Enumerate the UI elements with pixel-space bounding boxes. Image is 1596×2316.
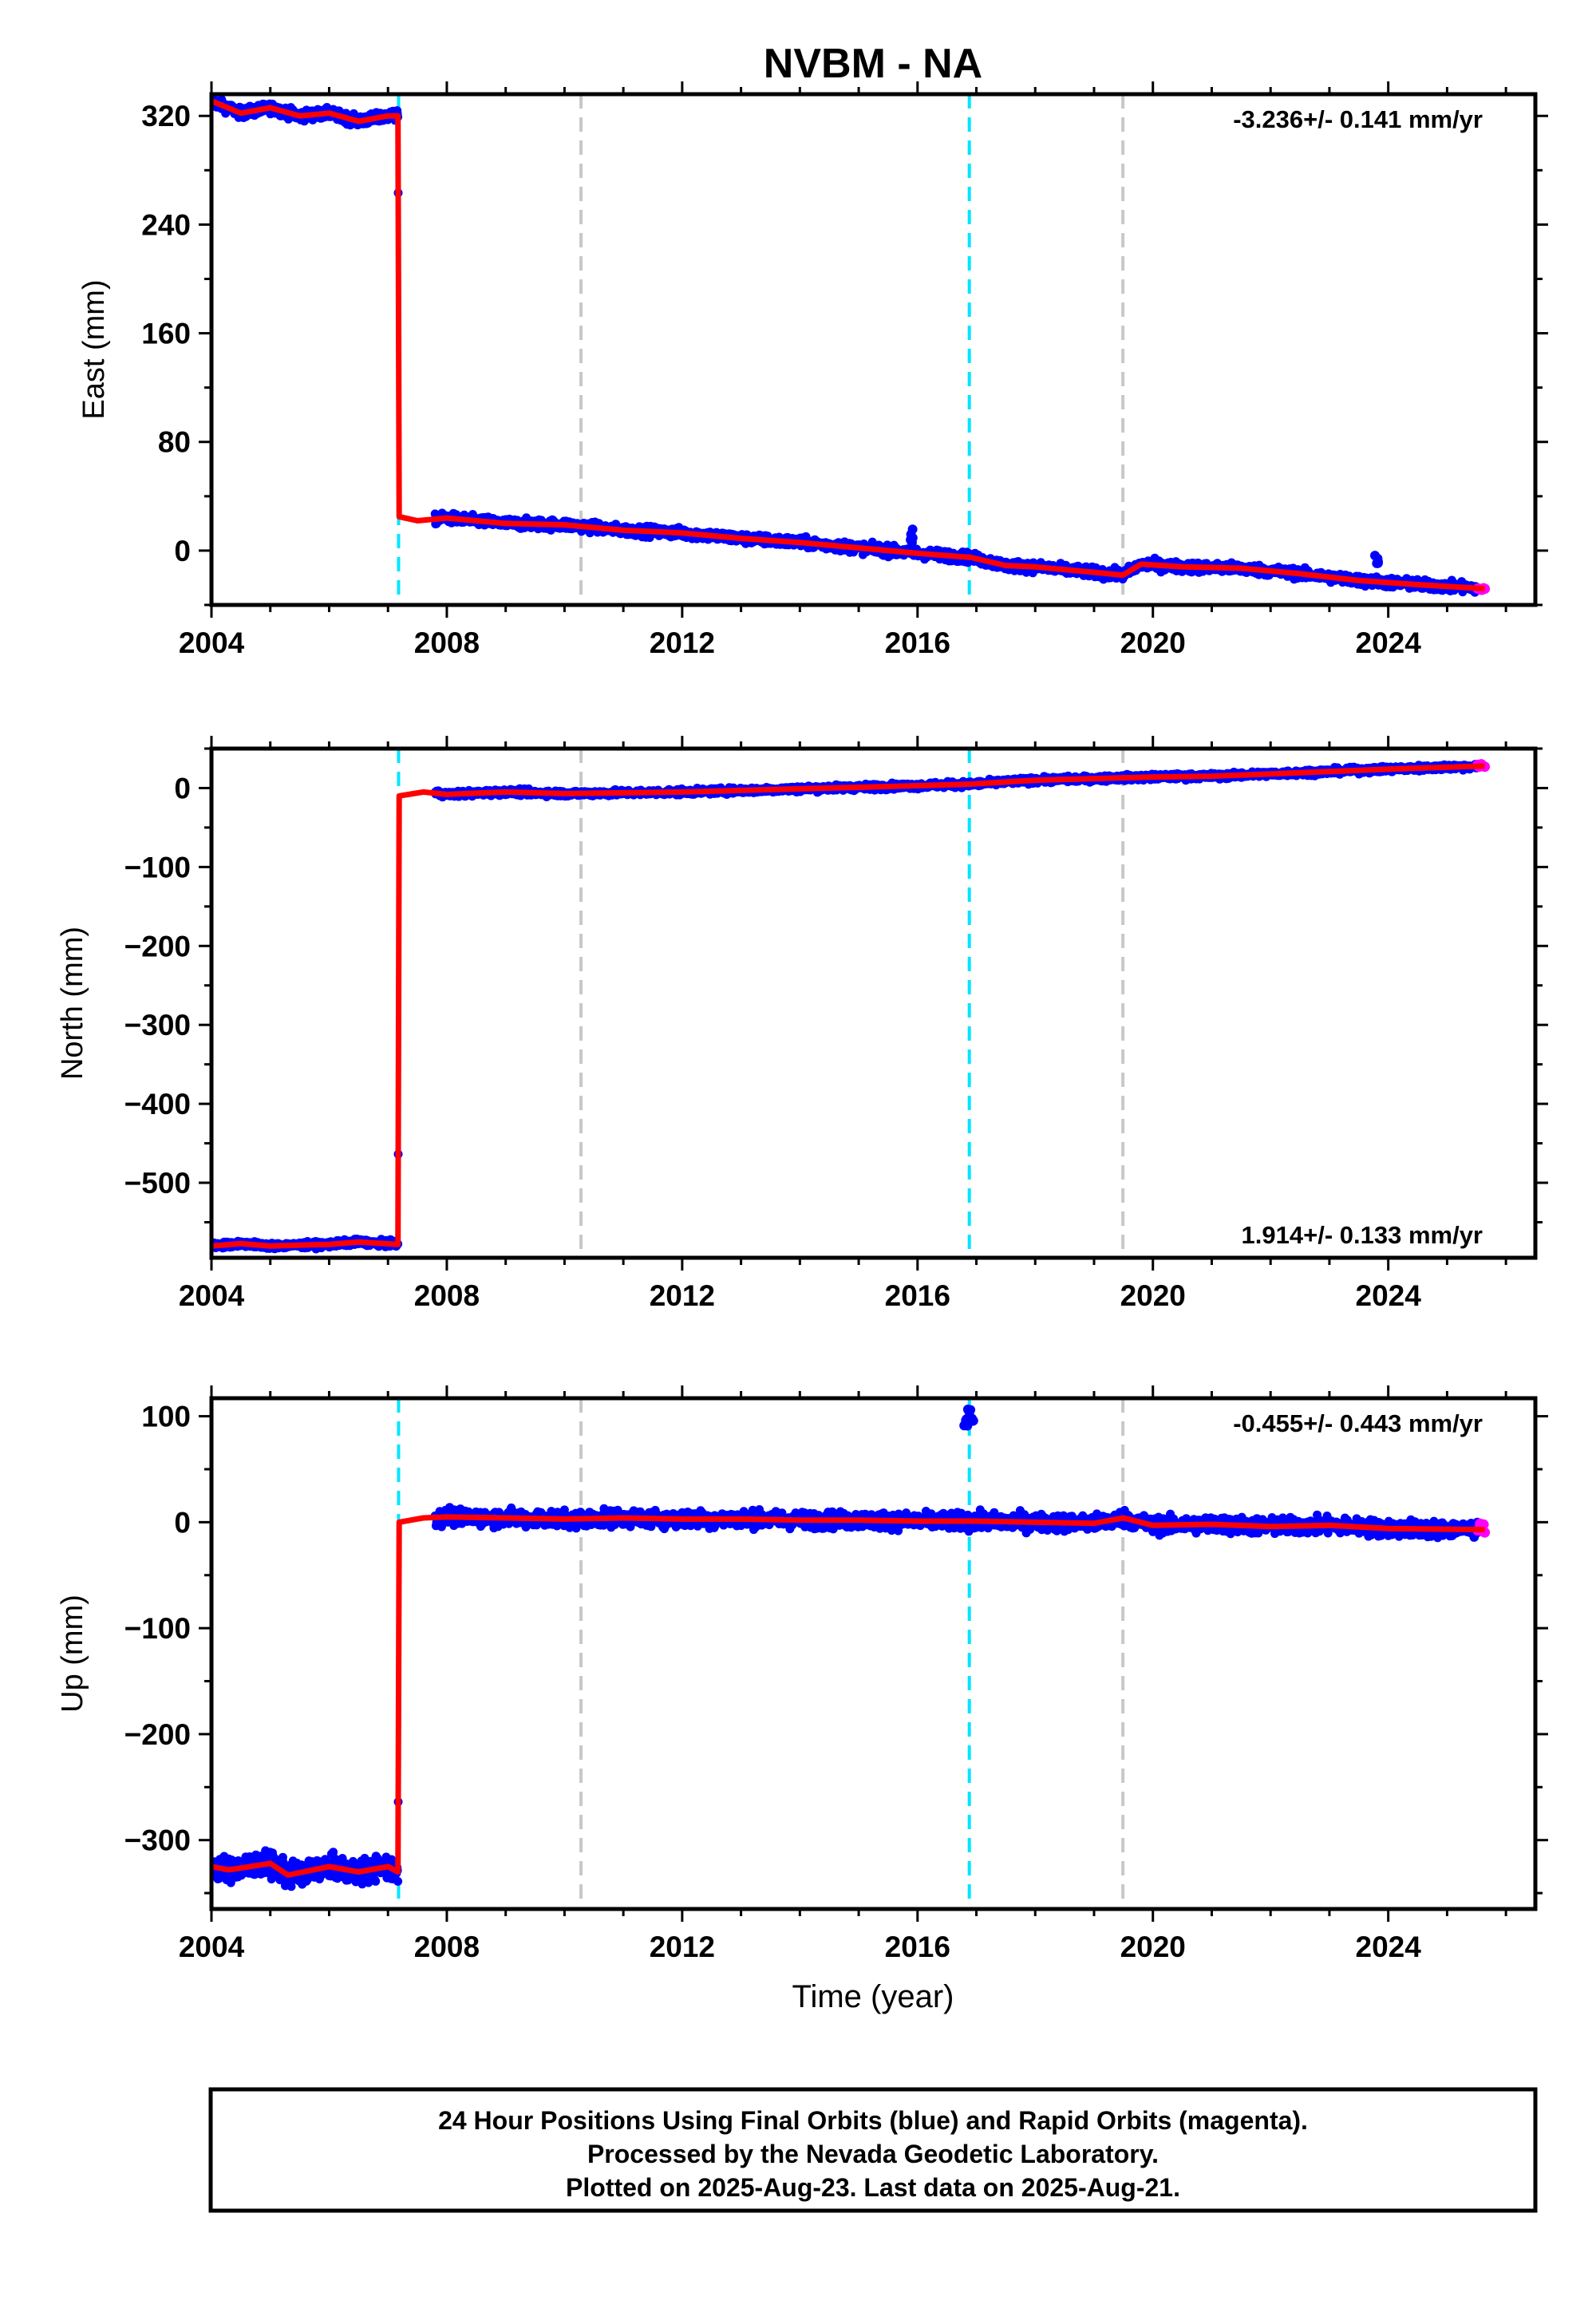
x-tick-label: 2020 [1120,626,1186,659]
x-tick-label: 2004 [179,626,245,659]
x-tick-label: 2008 [414,626,480,659]
x-tick-label: 2016 [885,626,950,659]
outlier-point [907,524,918,535]
panels-group: 2004 2008 2012 2016 2020 2024 0 80 160 240 320 East… [56,81,1548,1963]
outlier-point [906,535,916,545]
outlier-point [1372,558,1382,568]
y-tick-label: 240 [141,208,191,241]
y-tick-label: 160 [141,318,191,350]
panel-frame [209,92,1538,607]
panel-east: 2004 2008 2012 2016 2020 2024 0 80 160 240 320 East… [77,81,1548,659]
y-axis-label-east: East (mm) [77,279,111,419]
model-line [211,98,1485,592]
rate-label-east: -3.236+/- 0.141 mm/yr [1233,105,1483,133]
y-tick-label: 320 [141,100,191,132]
x-tick-label: 2012 [650,626,715,659]
panel-north: 2004 2008 2012 2016 2020 20240−100−200−300−40… [56,736,1548,1312]
figure-title: NVBM - NA [764,41,982,87]
y-tick-label: 80 [158,426,191,459]
x-tick-label: 2024 [1356,626,1422,659]
y-tick-label: 0 [174,535,191,567]
